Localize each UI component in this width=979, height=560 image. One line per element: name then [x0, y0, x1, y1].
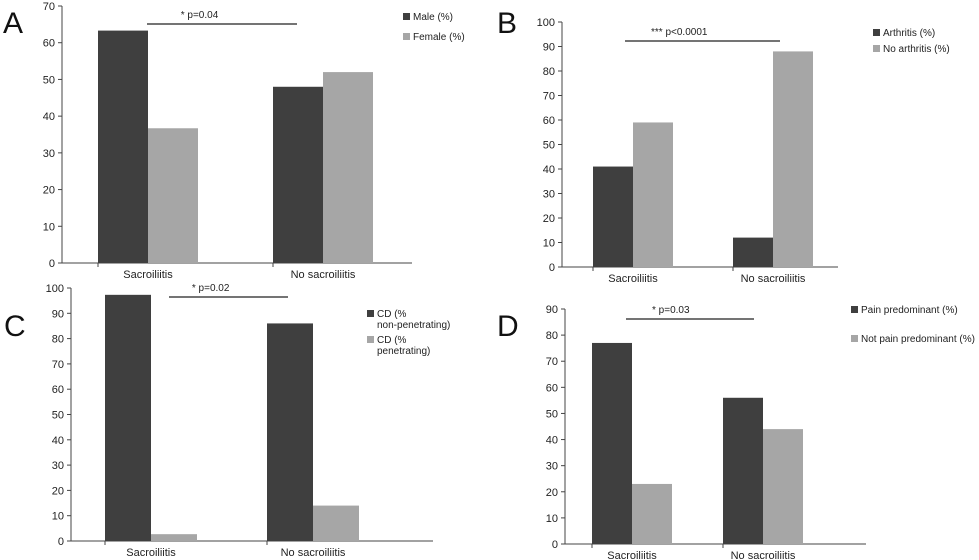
panel-letter-c: C — [4, 310, 26, 343]
y-tick-label: 90 — [546, 304, 558, 316]
y-tick-label: 10 — [543, 238, 555, 250]
bar-c-0-0 — [105, 294, 151, 541]
category-label: No sacroiliitis — [731, 550, 796, 560]
chart-b: 0 10 20 30 40 50 60 70 80 90 100 Sacroiliitis No sac… — [537, 17, 950, 285]
y-tick-label: 0 — [552, 539, 558, 551]
bar-a-1-0 — [273, 86, 323, 264]
category-label: Sacroiliitis — [608, 273, 658, 285]
bar-b-0-0 — [593, 166, 633, 267]
legend-swatch-b-1 — [873, 45, 880, 52]
bar-c-1-1 — [313, 505, 359, 541]
y-tick-label: 20 — [52, 485, 64, 497]
legend-label-b-1: No arthritis (%) — [883, 44, 950, 55]
y-tick-label: 0 — [49, 258, 55, 270]
bar-b-1-0 — [733, 237, 773, 267]
panel-letter-a: A — [3, 7, 23, 40]
legend-swatch-d-0 — [851, 306, 858, 313]
y-tick-label: 10 — [546, 513, 558, 525]
y-tick-label: 90 — [543, 42, 555, 54]
legend-label-c-1: CD (% — [377, 335, 407, 346]
category-label: No sacroiliitis — [291, 269, 356, 281]
y-tick-label: 80 — [52, 334, 64, 346]
category-label: No sacroiliitis — [281, 547, 346, 559]
legend-label-b-0: Arthritis (%) — [883, 28, 935, 39]
legend-swatch-a-1 — [403, 33, 410, 40]
bar-d-0-0 — [592, 342, 632, 544]
chart-a: 0 10 20 30 40 50 60 70 Sacroiliitis No sacroiliit… — [43, 1, 465, 281]
significance-label-c: * p=0.02 — [192, 283, 230, 294]
y-tick-label: 30 — [52, 460, 64, 472]
bar-a-0-0 — [98, 30, 148, 263]
y-tick-label: 30 — [43, 148, 55, 160]
legend-label-c-1: penetrating) — [377, 346, 430, 357]
legend-swatch-d-1 — [851, 335, 858, 342]
legend-label-a-1: Female (%) — [413, 32, 465, 43]
y-tick-label: 40 — [52, 435, 64, 447]
y-tick-label: 40 — [43, 111, 55, 123]
legend-swatch-c-1 — [367, 336, 374, 343]
bar-b-1-1 — [773, 51, 813, 268]
bar-d-1-1 — [763, 429, 803, 544]
legend-label-a-0: Male (%) — [413, 12, 453, 23]
legend-label-c-0: non-penetrating) — [377, 320, 450, 331]
bar-b-0-1 — [633, 122, 673, 267]
bar-c-1-0 — [267, 323, 313, 541]
y-tick-label: 40 — [546, 435, 558, 447]
panel-letter-b: B — [497, 7, 517, 40]
category-label: No sacroiliitis — [741, 273, 806, 285]
y-tick-label: 40 — [543, 164, 555, 176]
y-tick-label: 20 — [546, 487, 558, 499]
legend-label-d-0: Pain predominant (%) — [861, 305, 958, 316]
y-tick-label: 0 — [58, 536, 64, 548]
legend-label-d-1: Not pain predominant (%) — [861, 334, 975, 345]
legend-swatch-b-0 — [873, 29, 880, 36]
y-tick-label: 100 — [46, 283, 64, 295]
bar-c-0-1 — [151, 534, 197, 541]
category-label: Sacroiliitis — [607, 550, 657, 560]
y-tick-label: 90 — [52, 308, 64, 320]
y-tick-label: 70 — [52, 359, 64, 371]
significance-label-b: *** p<0.0001 — [651, 27, 708, 38]
y-tick-label: 70 — [546, 356, 558, 368]
category-label: Sacroiliitis — [123, 269, 173, 281]
y-tick-label: 80 — [543, 66, 555, 78]
category-label: Sacroiliitis — [126, 547, 176, 559]
y-tick-label: 50 — [52, 410, 64, 422]
y-tick-label: 60 — [543, 115, 555, 127]
y-tick-label: 100 — [537, 17, 555, 29]
y-tick-label: 70 — [43, 1, 55, 13]
legend-label-c-0: CD (% — [377, 309, 407, 320]
y-tick-label: 20 — [543, 213, 555, 225]
legend-swatch-a-0 — [403, 13, 410, 20]
y-tick-label: 70 — [543, 91, 555, 103]
y-tick-label: 50 — [543, 140, 555, 152]
y-tick-label: 20 — [43, 185, 55, 197]
panel-letter-d: D — [497, 310, 519, 343]
significance-label-d: * p=0.03 — [652, 305, 690, 316]
y-tick-label: 80 — [546, 330, 558, 342]
y-tick-label: 60 — [43, 38, 55, 50]
y-tick-label: 30 — [543, 189, 555, 201]
legend-swatch-c-0 — [367, 310, 374, 317]
y-tick-label: 50 — [43, 74, 55, 86]
y-tick-label: 30 — [546, 461, 558, 473]
chart-c: 0 10 20 30 40 50 60 70 80 90 100 Sacroiliitis No sac… — [46, 283, 451, 559]
bar-a-1-1 — [323, 72, 373, 263]
bar-a-0-1 — [148, 128, 198, 263]
y-tick-label: 10 — [43, 221, 55, 233]
y-tick-label: 60 — [546, 382, 558, 394]
y-tick-label: 60 — [52, 384, 64, 396]
chart-d: 0 10 20 30 40 50 60 70 80 90 Sacroiliitis No sacroi… — [546, 304, 975, 560]
significance-label-a: * p=0.04 — [181, 10, 219, 21]
y-tick-label: 50 — [546, 408, 558, 420]
y-tick-label: 10 — [52, 511, 64, 523]
bar-d-0-1 — [632, 483, 672, 544]
y-tick-label: 0 — [549, 262, 555, 274]
bar-d-1-0 — [723, 397, 763, 544]
